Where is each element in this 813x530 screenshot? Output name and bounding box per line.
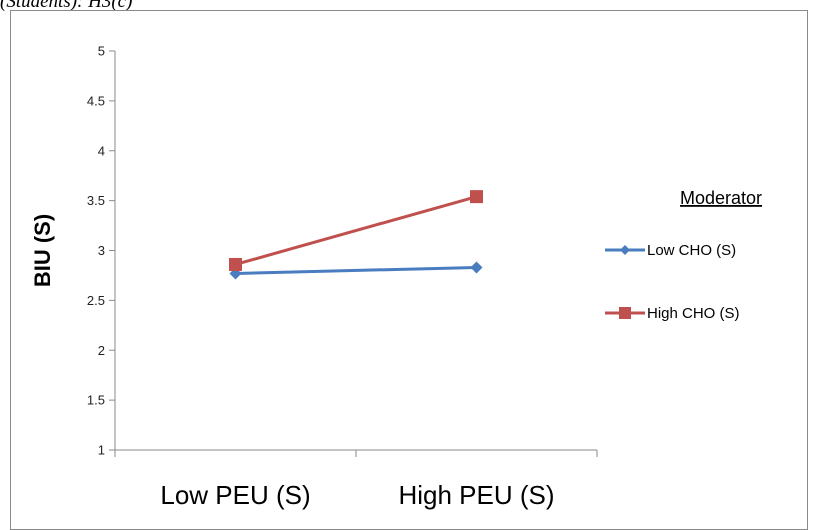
axes: 1 1.5 2 2.5 3 3.5 4 4.5 5 Low PEU (S) High PEU (S)… bbox=[30, 44, 598, 510]
legend-label-2: High CHO (S) bbox=[647, 305, 740, 322]
y-tick-label: 3.5 bbox=[87, 193, 105, 208]
x-category-label: High PEU (S) bbox=[398, 480, 554, 510]
legend-marker-2 bbox=[619, 307, 631, 319]
y-axis-title: BIU (S) bbox=[30, 214, 55, 287]
x-category-label: Low PEU (S) bbox=[160, 480, 310, 510]
series-2-point bbox=[229, 257, 242, 271]
y-tick-label: 5 bbox=[98, 44, 105, 59]
y-tick-label: 1 bbox=[98, 443, 105, 458]
y-tick-label: 1.5 bbox=[87, 393, 105, 408]
legend-marker-1 bbox=[620, 245, 630, 255]
series-group bbox=[229, 190, 483, 280]
series-line-2 bbox=[235, 195, 477, 266]
series-1-point bbox=[470, 261, 483, 274]
legend-title: Moderator bbox=[680, 188, 762, 208]
y-tick-label: 4.5 bbox=[87, 93, 105, 108]
y-tick-label: 3 bbox=[98, 243, 105, 258]
series-2-point bbox=[470, 190, 483, 204]
series-line-1 bbox=[235, 265, 477, 275]
y-tick-label: 2 bbox=[98, 343, 105, 358]
y-tick-label: 4 bbox=[98, 143, 105, 158]
figure-caption: (Students): H3(c) bbox=[0, 0, 133, 12]
legend: Moderator Low CHO (S) High CHO (S) bbox=[605, 188, 762, 322]
legend-label-1: Low CHO (S) bbox=[647, 242, 736, 259]
line-chart: 1 1.5 2 2.5 3 3.5 4 4.5 5 Low PEU (S) High PEU (S)… bbox=[30, 44, 762, 511]
y-tick-label: 2.5 bbox=[87, 293, 105, 308]
